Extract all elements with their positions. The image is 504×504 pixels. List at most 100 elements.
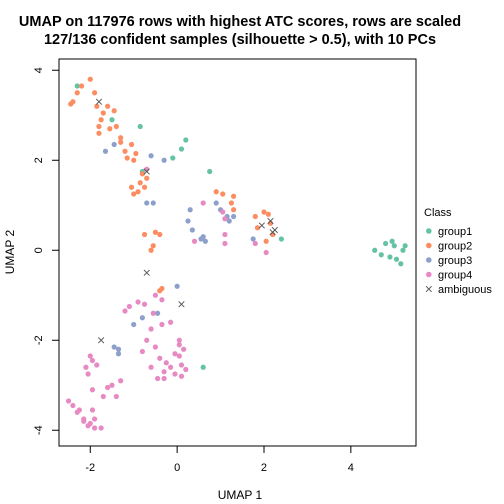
point-group4-17 [168,319,174,325]
point-group4-15 [150,310,156,316]
point-group2-25 [144,175,150,181]
point-group4-18 [148,326,154,332]
point-group1-5 [170,155,176,161]
point-group4-37 [161,375,167,382]
point-group4-46 [113,393,119,400]
point-group4-36 [172,371,178,377]
y-tick-label: 2 [33,157,45,163]
legend-label: ambiguous [438,284,492,296]
point-group3-23 [111,344,117,350]
point-group2-14 [111,108,117,114]
point-group4-25 [161,369,167,375]
point-group2-47 [157,288,163,294]
point-group3-12 [213,200,219,206]
x-tick-label: 0 [174,462,180,474]
legend-title: Class [424,207,452,219]
point-group2-27 [131,191,137,197]
point-group4-30 [178,362,185,368]
point-group4-35 [168,364,174,370]
point-group4-47 [100,393,106,400]
point-group2-35 [261,209,267,215]
point-group2-11 [107,126,113,132]
point-group1-7 [207,168,213,175]
point-group2-8 [98,117,104,123]
x-tick-label: 2 [261,462,267,474]
x-tick-label: -2 [85,462,95,474]
legend-label: group2 [438,241,472,253]
point-group3-21 [154,310,161,316]
point-ambiguous-1 [143,168,150,175]
point-group1-0 [74,83,80,89]
point-group4-8 [263,249,269,256]
chart-title-line-2: 127/136 confident samples (silhouette > … [44,32,436,48]
point-group2-7 [100,110,106,116]
point-group3-3 [161,157,167,163]
point-group4-42 [94,362,100,368]
point-group2-19 [122,148,128,154]
point-group4-3 [222,216,228,222]
legend-label: group4 [438,270,472,282]
point-group2-42 [150,243,156,249]
point-group4-50 [70,402,76,409]
point-group2-3 [78,83,85,89]
point-group1-10 [372,247,378,253]
point-group4-59 [76,407,83,413]
y-axis: -4 -2 0 2 4 [33,67,60,435]
point-group2-9 [96,130,102,136]
point-group3-6 [187,207,193,213]
point-group2-22 [139,171,145,177]
x-tick-label: 4 [348,462,354,474]
point-group3-17 [250,236,256,242]
point-group4-11 [135,299,141,305]
point-group1-1 [109,117,115,123]
point-group2-33 [230,207,237,213]
point-group3-0 [102,148,109,154]
point-group4-16 [159,321,165,328]
point-ambiguous-3 [178,301,185,308]
point-group4-28 [181,346,187,352]
point-group3-7 [185,218,191,224]
point-group3-18 [174,283,180,289]
point-group2-6 [94,103,100,109]
point-group1-8 [278,236,284,242]
y-axis-label: UMAP 2 [3,229,17,274]
point-group3-8 [189,227,195,233]
point-group4-19 [144,337,150,343]
legend-item-ambiguous: ambiguous [425,284,492,296]
point-group1-15 [393,256,400,262]
point-group1-18 [402,243,408,249]
point-group2-31 [230,193,237,199]
legend-label: group3 [438,255,472,267]
point-group3-16 [230,213,237,220]
point-group1-9 [200,364,206,370]
point-group2-28 [128,184,135,190]
point-group4-24 [163,360,169,366]
point-group3-22 [115,351,122,357]
point-group2-24 [135,189,141,195]
point-group1-4 [178,146,185,152]
point-group3-10 [198,236,204,242]
point-group3-4 [150,200,156,206]
point-group1-2 [137,123,143,130]
point-ambiguous-2 [143,269,150,276]
point-group4-48 [89,387,96,393]
point-group4-10 [126,303,132,310]
point-group4-14 [159,297,165,303]
legend-marker [425,285,432,293]
x-axis-label: UMAP 1 [218,488,263,502]
legend-marker [426,228,432,234]
point-group4-44 [109,382,115,388]
point-group2-15 [105,103,111,109]
point-group4-21 [139,348,145,355]
point-group2-18 [124,155,130,161]
y-tick-label: -4 [33,425,45,435]
point-group2-45 [152,229,159,235]
point-group4-22 [157,355,163,361]
point-group2-38 [254,225,261,231]
point-group2-16 [118,139,124,145]
point-group4-39 [89,357,96,364]
point-group2-5 [92,90,98,96]
point-group4-32 [178,373,185,379]
point-group1-19 [389,238,395,244]
y-tick-label: -2 [33,335,45,345]
